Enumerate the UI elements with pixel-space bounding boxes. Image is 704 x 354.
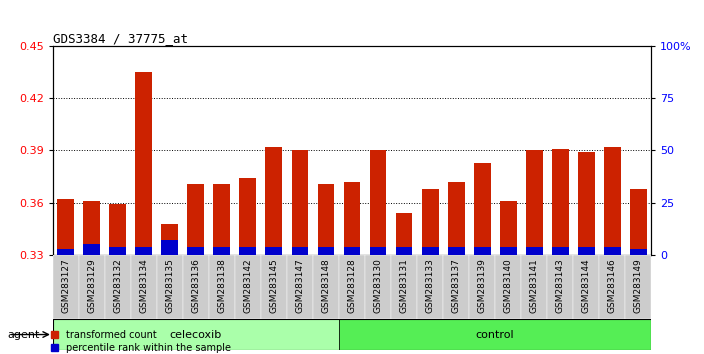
Bar [209, 255, 235, 319]
Bar [500, 201, 517, 255]
Text: GSM283143: GSM283143 [555, 258, 565, 313]
Bar [265, 147, 282, 255]
Text: GSM283130: GSM283130 [374, 258, 382, 313]
Bar [417, 255, 443, 319]
Bar [187, 246, 204, 255]
Bar [313, 255, 339, 319]
Text: celecoxib: celecoxib [170, 330, 222, 339]
Text: GSM283142: GSM283142 [244, 258, 253, 313]
Bar [474, 162, 491, 255]
Bar [105, 255, 131, 319]
Bar [521, 255, 547, 319]
Bar [131, 255, 157, 319]
Bar [370, 246, 386, 255]
Bar [161, 240, 178, 255]
Bar [573, 255, 599, 319]
Text: GSM283144: GSM283144 [582, 258, 591, 313]
Text: GSM283136: GSM283136 [191, 258, 201, 313]
Text: GSM283137: GSM283137 [451, 258, 460, 313]
Bar [578, 152, 595, 255]
Bar [526, 246, 543, 255]
Bar [109, 246, 126, 255]
Text: GSM283134: GSM283134 [139, 258, 149, 313]
Text: GSM283128: GSM283128 [348, 258, 356, 313]
Text: GSM283141: GSM283141 [529, 258, 539, 313]
Bar [526, 150, 543, 255]
Text: GSM283127: GSM283127 [61, 258, 70, 313]
Bar [53, 319, 339, 350]
Text: GSM283149: GSM283149 [634, 258, 643, 313]
Bar [604, 246, 621, 255]
Text: GSM283133: GSM283133 [425, 258, 434, 313]
Bar [287, 255, 313, 319]
Bar [83, 201, 100, 255]
Bar [448, 182, 465, 255]
Text: GDS3384 / 37775_at: GDS3384 / 37775_at [53, 32, 188, 45]
Bar [578, 246, 595, 255]
Text: GSM283131: GSM283131 [400, 258, 408, 313]
Bar [239, 178, 256, 255]
Bar [552, 246, 569, 255]
Bar [339, 255, 365, 319]
Bar [318, 246, 334, 255]
Text: agent: agent [7, 330, 39, 339]
Bar [318, 183, 334, 255]
Bar [213, 246, 230, 255]
Bar [83, 245, 100, 255]
Bar [183, 255, 209, 319]
Text: GSM283138: GSM283138 [218, 258, 227, 313]
Bar [57, 199, 74, 255]
Bar [391, 255, 417, 319]
Bar [448, 246, 465, 255]
Text: control: control [476, 330, 515, 339]
Bar [495, 255, 521, 319]
Bar [370, 150, 386, 255]
Bar [630, 249, 647, 255]
Bar [57, 249, 74, 255]
Bar [443, 255, 469, 319]
Text: GSM283132: GSM283132 [113, 258, 122, 313]
Text: GSM283147: GSM283147 [296, 258, 304, 313]
Text: GSM283139: GSM283139 [477, 258, 486, 313]
Bar [161, 224, 178, 255]
Bar [213, 183, 230, 255]
Text: GSM283140: GSM283140 [503, 258, 513, 313]
Bar [604, 147, 621, 255]
Bar [235, 255, 261, 319]
Bar [79, 255, 105, 319]
Bar [469, 255, 495, 319]
Legend: transformed count, percentile rank within the sample: transformed count, percentile rank withi… [51, 330, 231, 353]
Bar [53, 255, 79, 319]
Bar [422, 246, 439, 255]
Text: GSM283148: GSM283148 [322, 258, 330, 313]
Bar [291, 150, 308, 255]
Bar [135, 246, 152, 255]
Bar [599, 255, 625, 319]
Text: GSM283129: GSM283129 [87, 258, 96, 313]
Bar [344, 182, 360, 255]
Bar [261, 255, 287, 319]
Bar [339, 319, 651, 350]
Bar [344, 246, 360, 255]
Bar [474, 246, 491, 255]
Bar [265, 246, 282, 255]
Bar [396, 246, 413, 255]
Bar [187, 183, 204, 255]
Bar [547, 255, 573, 319]
Text: GSM283146: GSM283146 [608, 258, 617, 313]
Bar [291, 246, 308, 255]
Text: GSM283135: GSM283135 [165, 258, 175, 313]
Bar [552, 149, 569, 255]
Bar [109, 204, 126, 255]
Bar [157, 255, 183, 319]
Bar [500, 246, 517, 255]
Bar [630, 189, 647, 255]
Bar [396, 213, 413, 255]
Bar [239, 246, 256, 255]
Bar [365, 255, 391, 319]
Bar [135, 72, 152, 255]
Text: GSM283145: GSM283145 [270, 258, 279, 313]
Bar [422, 189, 439, 255]
Bar [625, 255, 651, 319]
